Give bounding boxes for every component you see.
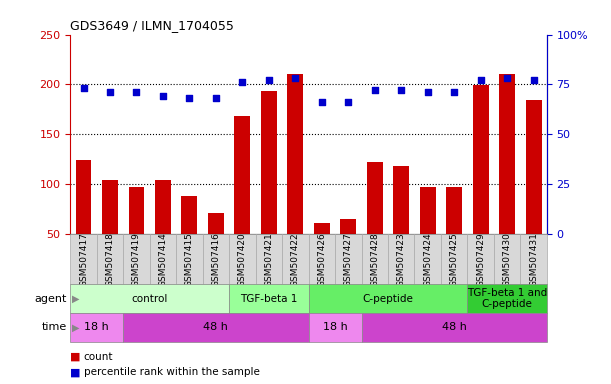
Bar — [521, 234, 547, 284]
Point — [476, 78, 486, 84]
Text: TGF-beta 1 and
C-peptide: TGF-beta 1 and C-peptide — [467, 288, 547, 310]
Bar — [235, 116, 251, 284]
Bar — [340, 219, 356, 284]
Text: control: control — [131, 293, 168, 304]
Point — [290, 75, 300, 81]
Point — [211, 95, 221, 101]
Point — [317, 99, 327, 106]
Bar — [287, 74, 303, 284]
Text: GSM507416: GSM507416 — [211, 232, 221, 286]
Point — [264, 78, 274, 84]
Bar — [123, 234, 150, 284]
Text: GSM507428: GSM507428 — [370, 232, 379, 286]
Point — [397, 88, 406, 94]
Text: 48 h: 48 h — [203, 322, 229, 333]
Text: ■: ■ — [70, 352, 81, 362]
Text: GSM507420: GSM507420 — [238, 232, 247, 286]
Bar — [473, 86, 489, 284]
Bar — [261, 91, 277, 284]
Point — [158, 93, 168, 99]
Text: 18 h: 18 h — [323, 322, 348, 333]
Bar — [362, 234, 388, 284]
Text: GSM507415: GSM507415 — [185, 232, 194, 286]
Point — [105, 89, 115, 96]
Bar — [525, 101, 541, 284]
Text: ▶: ▶ — [71, 293, 79, 304]
Bar — [229, 284, 309, 313]
Bar — [70, 313, 123, 342]
Bar — [309, 234, 335, 284]
Bar — [255, 234, 282, 284]
Text: GSM507429: GSM507429 — [476, 232, 485, 286]
Text: agent: agent — [35, 293, 67, 304]
Point — [529, 78, 538, 84]
Bar — [441, 234, 467, 284]
Bar — [367, 162, 382, 284]
Point — [502, 75, 512, 81]
Bar — [128, 187, 144, 284]
Bar — [282, 234, 309, 284]
Bar — [393, 166, 409, 284]
Point — [131, 89, 141, 96]
Text: ■: ■ — [70, 367, 81, 377]
Bar — [123, 313, 309, 342]
Text: GSM507431: GSM507431 — [529, 232, 538, 286]
Bar — [314, 223, 330, 284]
Text: GSM507421: GSM507421 — [265, 232, 273, 286]
Point — [79, 85, 89, 91]
Text: C-peptide: C-peptide — [362, 293, 414, 304]
Point — [370, 88, 379, 94]
Bar — [102, 180, 118, 284]
Bar — [70, 234, 97, 284]
Text: GSM507427: GSM507427 — [344, 232, 353, 286]
Text: GSM507419: GSM507419 — [132, 232, 141, 286]
Point — [449, 89, 459, 96]
Bar — [229, 234, 255, 284]
Text: TGF-beta 1: TGF-beta 1 — [240, 293, 298, 304]
Point — [343, 99, 353, 106]
Text: GSM507414: GSM507414 — [158, 232, 167, 286]
Text: GSM507422: GSM507422 — [291, 232, 300, 286]
Point — [185, 95, 194, 101]
Point — [423, 89, 433, 96]
Bar — [467, 234, 494, 284]
Text: GSM507423: GSM507423 — [397, 232, 406, 286]
Bar — [181, 196, 197, 284]
Text: time: time — [42, 322, 67, 333]
Bar — [176, 234, 203, 284]
Text: 18 h: 18 h — [84, 322, 109, 333]
Point — [238, 79, 247, 86]
Text: GSM507418: GSM507418 — [106, 232, 114, 286]
Text: GSM507426: GSM507426 — [317, 232, 326, 286]
Bar — [309, 284, 467, 313]
Text: count: count — [84, 352, 113, 362]
Bar — [309, 313, 362, 342]
Bar — [203, 234, 229, 284]
Text: 48 h: 48 h — [442, 322, 467, 333]
Bar — [499, 74, 515, 284]
Text: percentile rank within the sample: percentile rank within the sample — [84, 367, 260, 377]
Text: GSM507424: GSM507424 — [423, 232, 432, 286]
Bar — [467, 284, 547, 313]
Text: GSM507425: GSM507425 — [450, 232, 459, 286]
Bar — [420, 187, 436, 284]
Text: GDS3649 / ILMN_1704055: GDS3649 / ILMN_1704055 — [70, 19, 234, 32]
Text: ▶: ▶ — [71, 322, 79, 333]
Bar — [76, 161, 92, 284]
Bar — [335, 234, 362, 284]
Bar — [388, 234, 414, 284]
Bar — [494, 234, 521, 284]
Bar — [208, 213, 224, 284]
Text: GSM507417: GSM507417 — [79, 232, 88, 286]
Bar — [155, 180, 171, 284]
Bar — [70, 284, 229, 313]
Bar — [446, 187, 462, 284]
Bar — [414, 234, 441, 284]
Text: GSM507430: GSM507430 — [503, 232, 511, 286]
Bar — [150, 234, 176, 284]
Bar — [97, 234, 123, 284]
Bar — [362, 313, 547, 342]
